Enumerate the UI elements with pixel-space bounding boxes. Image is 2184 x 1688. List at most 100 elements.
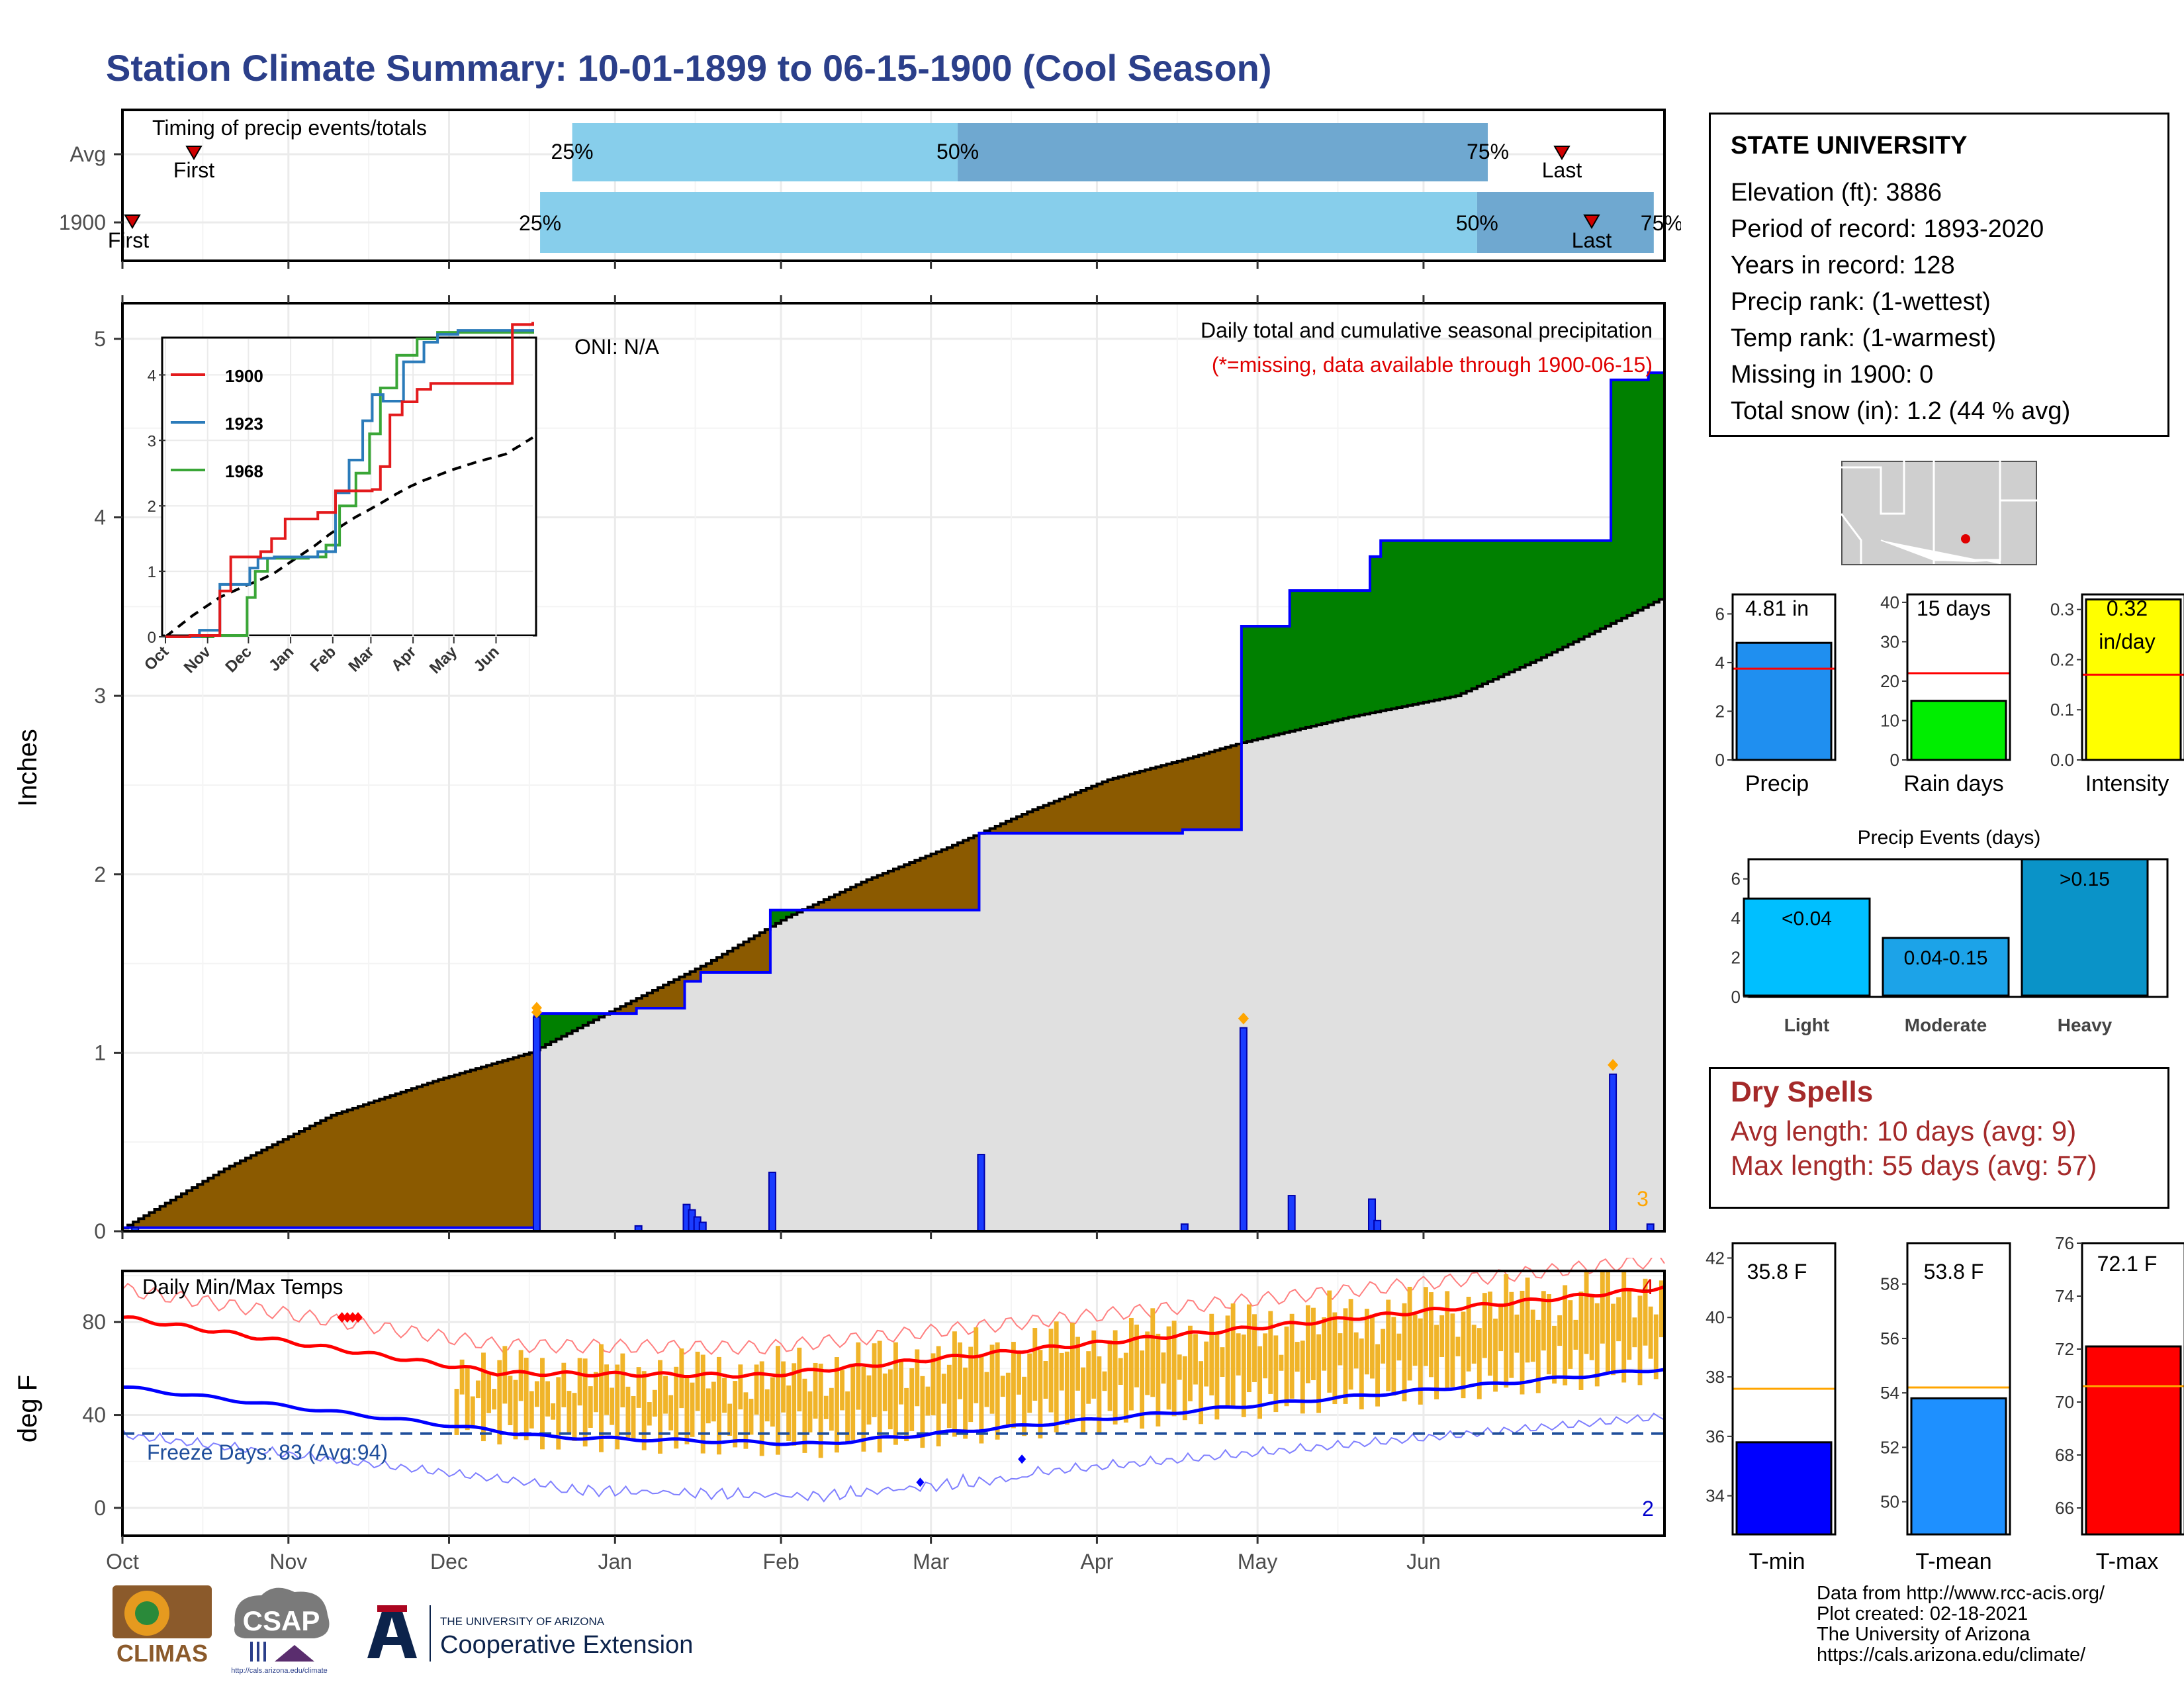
station-snow: Total snow (in): 1.2 (44 % avg) (1731, 397, 2071, 425)
inset-legend-1968: 1968 (225, 461, 263, 481)
temp-day-bar (497, 1360, 502, 1445)
metric-label-precip: Precip (1745, 771, 1809, 796)
temp-day-bar (818, 1364, 823, 1458)
temp-avg-low-line (122, 1368, 1665, 1446)
temp-day-bar (829, 1387, 834, 1431)
temp-x-tick-label: Jun (1406, 1550, 1441, 1573)
temp-x-tick-label: Nov (269, 1550, 307, 1573)
temp-day-bar (465, 1366, 470, 1430)
temp-day-bar (1429, 1292, 1433, 1378)
events-y-tick-label: 0 (1731, 987, 1741, 1007)
temp-day-bar (807, 1391, 813, 1432)
temp-y-tick-label: 80 (82, 1310, 106, 1334)
events-bar (1743, 897, 1871, 997)
events-bar (2021, 858, 2149, 997)
temp-day-bar (1535, 1319, 1541, 1393)
timing-bar-q1 (540, 192, 1477, 253)
temp-day-bar (1584, 1271, 1589, 1354)
temp-day-bar (1134, 1325, 1139, 1387)
inset-y-tick-label: 1 (148, 563, 156, 581)
temp-day-bar (1386, 1299, 1391, 1391)
temp-day-bar (556, 1377, 561, 1450)
temp-day-bar (850, 1364, 856, 1440)
temp-record-markers (337, 1312, 1026, 1487)
inset-x-tick-label: Dec (222, 643, 255, 676)
temp-metric-y-tick-label: 66 (2055, 1498, 2074, 1518)
temp-day-bar (1504, 1274, 1509, 1388)
metric-y-tick-label: 20 (1880, 671, 1899, 691)
precip-daily-bar (977, 1154, 985, 1233)
temp-day-bar (984, 1372, 989, 1407)
timing-x-ticks (114, 153, 1425, 269)
events-value-heavy: >0.15 (2060, 868, 2110, 890)
events-label-heavy: Heavy (2058, 1015, 2113, 1035)
temp-day-bar (1257, 1346, 1263, 1419)
inset-x-tick-label: Jun (470, 643, 502, 675)
precip-y-label: Inches (13, 729, 42, 807)
temp-metrics-panel: 34 36 38 40 42 50 52 54 56 58 66 68 70 72 74 76 T-min T… (1706, 1233, 2184, 1574)
ua-logo-bar (377, 1605, 407, 1612)
temp-day-bar (823, 1395, 829, 1419)
temp-day-bar (1648, 1306, 1653, 1359)
ua-logo-small: THE UNIVERSITY OF ARIZONA (440, 1615, 605, 1628)
temp-day-bar (475, 1380, 480, 1399)
credits: Data from http://www.rcc-acis.org/ Plot … (1817, 1583, 2105, 1665)
timing-avg-last-label: Last (1542, 158, 1582, 182)
temp-day-bar (1412, 1315, 1418, 1366)
temp-record-low-line (122, 1412, 1665, 1503)
temp-day-bar (1375, 1344, 1381, 1407)
temp-day-bar (856, 1342, 861, 1410)
temp-day-bar (931, 1353, 936, 1416)
temp-day-bar (813, 1362, 818, 1419)
events-label-light: Light (1784, 1015, 1829, 1035)
temp-metric-y-tick-label: 56 (1880, 1329, 1899, 1348)
temp-day-bar (1637, 1295, 1643, 1385)
temp-day-bar (1439, 1315, 1445, 1357)
timing-row-label-avg: Avg (69, 142, 106, 166)
temp-day-bar (1187, 1325, 1193, 1401)
precip-y-axis: 0 1 2 3 4 5 (94, 327, 122, 1243)
csap-logo-url: http://cals.arizona.edu/climate (231, 1667, 328, 1675)
temp-day-bar (1589, 1297, 1594, 1360)
temp-day-bar (936, 1346, 941, 1446)
temp-day-bar (582, 1358, 588, 1447)
temp-day-bar (1563, 1285, 1568, 1385)
metric-y-tick-label: 0.2 (2050, 649, 2074, 669)
events-y-tick-label: 2 (1731, 948, 1741, 968)
temp-day-bar (754, 1364, 759, 1415)
temp-day-bar (658, 1360, 662, 1454)
timing-avg-last-marker (1553, 146, 1570, 160)
temp-day-bar (1450, 1313, 1455, 1387)
temp-day-bar (1514, 1314, 1520, 1353)
timing-bar-q1 (572, 123, 958, 181)
temp-metric-y-tick-label: 72 (2055, 1339, 2074, 1359)
temp-daily-bars (454, 1270, 1664, 1458)
temp-day-bar (1348, 1299, 1353, 1390)
temp-x-tick-label: Mar (913, 1550, 949, 1573)
inset-line-1968 (165, 329, 534, 638)
precip-y-tick-label: 1 (94, 1041, 106, 1064)
temp-day-bar (995, 1342, 1000, 1440)
inset-avg-line (164, 436, 534, 638)
temp-day-bar (845, 1391, 850, 1444)
metric-y-tick-label: 40 (1880, 592, 1899, 612)
temp-metric-bar (1910, 1397, 2007, 1536)
metric-y-tick-label: 10 (1880, 710, 1899, 730)
temp-metric-bar (1735, 1441, 1833, 1536)
climas-logo-text: CLIMAS (116, 1640, 208, 1667)
temp-day-bar (1509, 1291, 1514, 1378)
temp-day-bar (1520, 1290, 1525, 1395)
temp-day-bar (1322, 1317, 1327, 1371)
metric-label-intensity: Intensity (2085, 771, 2169, 796)
temp-day-bar (604, 1364, 610, 1415)
temp-day-bar (647, 1402, 652, 1426)
temp-x-tick-label: Dec (430, 1550, 468, 1573)
temp-day-bar (802, 1378, 807, 1453)
timing-avg-first-marker (185, 146, 203, 160)
events-label-moderate: Moderate (1905, 1015, 1987, 1035)
events-y-tick-label: 4 (1731, 908, 1741, 928)
temp-day-bar (652, 1389, 657, 1417)
temp-day-bar (1022, 1376, 1027, 1436)
station-precip-rank: Precip rank: (1-wettest) (1731, 288, 1991, 316)
inset-legend-1900: 1900 (225, 366, 263, 386)
